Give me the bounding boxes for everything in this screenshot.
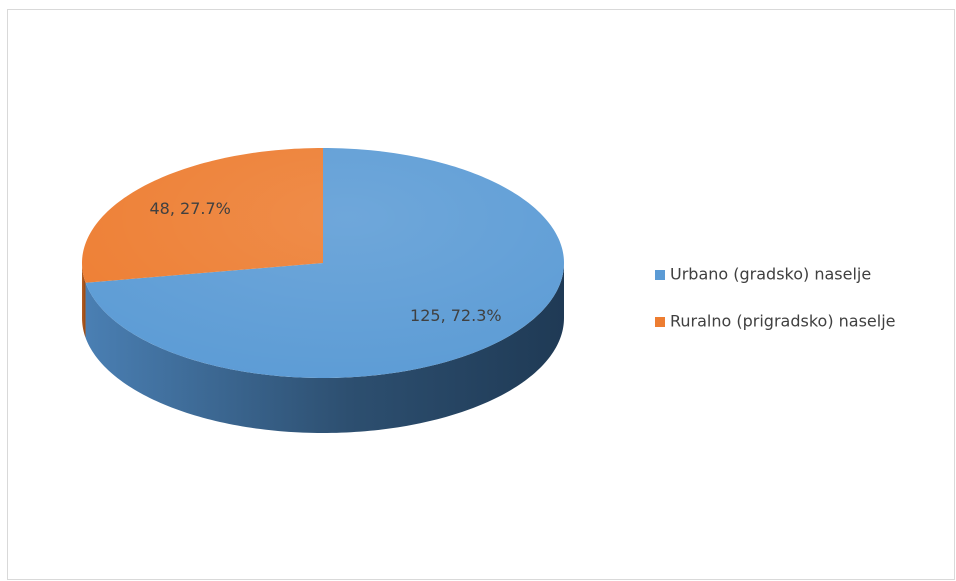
legend-label: Urbano (gradsko) naselje <box>670 265 871 284</box>
pie-side <box>82 263 86 338</box>
pie-side <box>85 263 564 433</box>
legend-swatch <box>655 270 665 280</box>
data-label: 125, 72.3% <box>410 306 502 325</box>
pie-highlight <box>82 148 564 378</box>
legend-swatch <box>655 317 665 327</box>
legend-label: Ruralno (prigradsko) naselje <box>670 312 896 331</box>
data-label: 48, 27.7% <box>150 199 231 218</box>
